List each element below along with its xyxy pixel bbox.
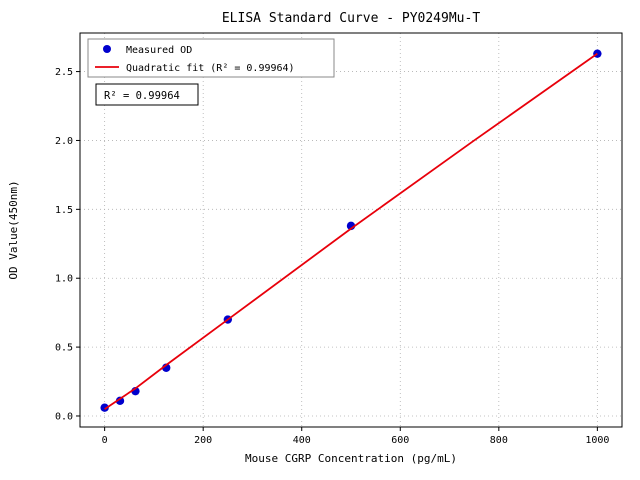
y-tick-label: 1.0 <box>55 274 73 285</box>
y-tick-label: 2.0 <box>55 136 73 147</box>
y-axis-label: OD Value(450nm) <box>7 180 20 279</box>
x-tick-label: 200 <box>194 435 212 446</box>
y-tick-label: 0.0 <box>55 411 73 422</box>
x-tick-label: 1000 <box>585 435 609 446</box>
legend-frame <box>87 38 335 78</box>
r-squared-text: R² = 0.99964 <box>104 90 180 102</box>
plot-area: 0 200 400 600 800 1000 0.0 0.5 1.0 1.5 2.0 2.5 Measu… <box>55 32 623 446</box>
legend-label-measured-od: Measured OD <box>126 45 192 56</box>
annotation-frame <box>95 83 199 106</box>
legend: Measured OD Quadratic fit (R² = 0.99964) <box>87 38 335 78</box>
data-point <box>115 396 125 406</box>
chart-title: ELISA Standard Curve - PY0249Mu-T <box>222 11 480 26</box>
r-squared-annotation-box: R² = 0.99964 <box>95 83 199 106</box>
plot-border <box>79 32 623 428</box>
x-tick-label: 0 <box>102 435 108 446</box>
legend-label-quadratic-fit: Quadratic fit (R² = 0.99964) <box>126 63 295 74</box>
x-tick-label: 800 <box>490 435 508 446</box>
y-tick-label: 0.5 <box>55 343 73 354</box>
x-tick-label: 400 <box>293 435 311 446</box>
legend-point-marker <box>103 45 111 53</box>
data-point <box>100 403 109 412</box>
y-tick-label: 1.5 <box>55 205 73 216</box>
x-tick-label: 600 <box>391 435 409 446</box>
x-axis-label: Mouse CGRP Concentration (pg/mL) <box>245 452 457 465</box>
fit-line <box>104 52 598 410</box>
y-tick-label: 2.5 <box>55 67 73 78</box>
